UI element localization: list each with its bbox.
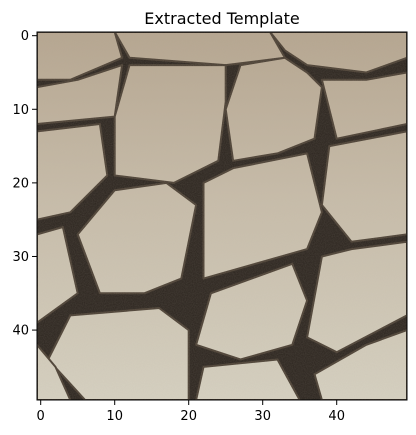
x-tick-label: 40	[328, 409, 345, 424]
x-tick-label: 20	[180, 409, 197, 424]
x-tick-label: 10	[106, 409, 123, 424]
chart-title: Extracted Template	[144, 9, 299, 28]
x-tick-label: 0	[37, 409, 45, 424]
y-tick-label: 30	[12, 250, 29, 265]
template-image	[37, 32, 407, 400]
y-tick-label: 0	[21, 29, 29, 44]
y-tick-label: 20	[12, 176, 29, 191]
y-tick-label: 10	[12, 103, 29, 118]
y-axis: 0 10 20 30 40	[12, 29, 37, 339]
texture-overlay	[37, 32, 407, 400]
x-axis: 0 10 20 30 40	[37, 400, 345, 424]
y-tick-label: 40	[12, 324, 29, 339]
x-tick-label: 30	[254, 409, 271, 424]
plot-frame	[36, 31, 408, 401]
